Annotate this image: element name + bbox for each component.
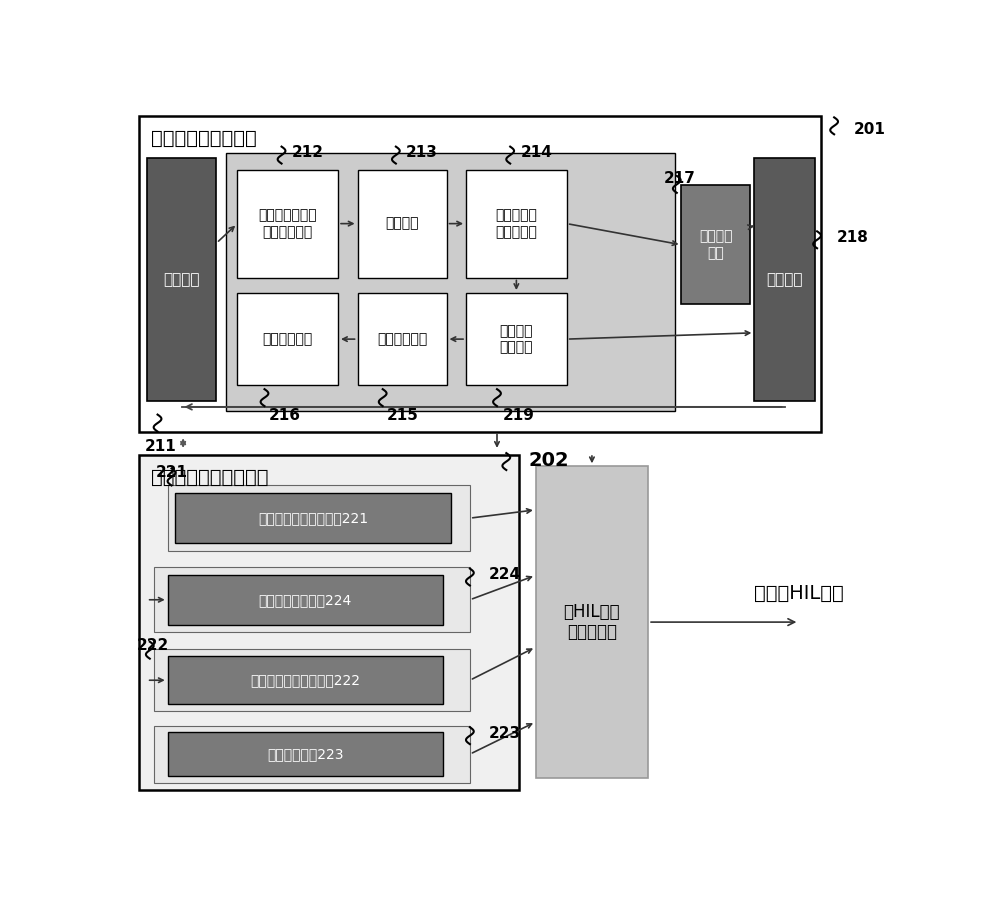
Text: 参数配置单元: 参数配置单元 [377, 332, 427, 346]
Text: 224: 224 [489, 567, 521, 582]
Bar [168, 575, 443, 624]
Text: 充电控制单元: 充电控制单元 [263, 332, 313, 346]
Text: 216: 216 [268, 408, 300, 423]
Text: 201: 201 [854, 122, 885, 137]
Text: 充电电压输出控制单元222: 充电电压输出控制单元222 [250, 673, 360, 687]
Text: 与HIL机柜
连接的接口: 与HIL机柜 连接的接口 [564, 603, 620, 642]
Bar [147, 159, 216, 401]
Bar [536, 466, 648, 778]
Bar [237, 169, 338, 278]
Bar [175, 493, 450, 543]
Text: 217: 217 [664, 171, 696, 187]
Text: 休眠单元: 休眠单元 [163, 272, 200, 287]
Bar [168, 732, 443, 777]
Bar [466, 169, 567, 278]
Text: 212: 212 [292, 145, 324, 160]
Text: 223: 223 [489, 725, 521, 741]
Text: 直流充电输出控制模块: 直流充电输出控制模块 [151, 469, 268, 487]
Bar [681, 185, 750, 305]
Bar [168, 656, 443, 704]
Text: 214: 214 [520, 145, 552, 160]
Text: 握手单元: 握手单元 [385, 216, 419, 231]
Text: 绝缘检测单元223: 绝缘检测单元223 [267, 747, 343, 761]
Text: 221: 221 [156, 465, 188, 479]
Bar [154, 567, 470, 633]
Bar [466, 293, 567, 386]
Text: 218: 218 [836, 230, 868, 245]
Bar [139, 455, 519, 789]
Text: 219: 219 [502, 408, 534, 423]
Text: 充电能量计算模块224: 充电能量计算模块224 [259, 593, 352, 606]
Bar [154, 725, 470, 783]
Text: 215: 215 [387, 408, 418, 423]
Bar [154, 650, 470, 711]
Text: 213: 213 [406, 145, 438, 160]
Text: 快充桩逻辑控制模块: 快充桩逻辑控制模块 [151, 130, 256, 149]
Bar [226, 153, 675, 411]
Text: 充电枪物理连接
状态确认单元: 充电枪物理连接 状态确认单元 [258, 208, 317, 239]
Text: 202: 202 [528, 450, 569, 469]
Text: 握手状态
确认单元: 握手状态 确认单元 [500, 324, 533, 354]
Text: 222: 222 [137, 638, 169, 653]
Text: 充电电流输出控制单元221: 充电电流输出控制单元221 [258, 511, 368, 525]
Text: 高压回路绝
缘检测单元: 高压回路绝 缘检测单元 [495, 208, 537, 239]
Bar [139, 116, 821, 432]
Text: 211: 211 [144, 439, 176, 454]
Text: 下电单元: 下电单元 [766, 272, 803, 287]
Bar [754, 159, 815, 401]
Bar [358, 293, 447, 386]
Text: 连接至HIL机柜: 连接至HIL机柜 [754, 584, 844, 603]
Bar [237, 293, 338, 386]
Bar [358, 169, 447, 278]
Bar [168, 486, 470, 551]
Text: 主动放电
单元: 主动放电 单元 [699, 230, 732, 259]
